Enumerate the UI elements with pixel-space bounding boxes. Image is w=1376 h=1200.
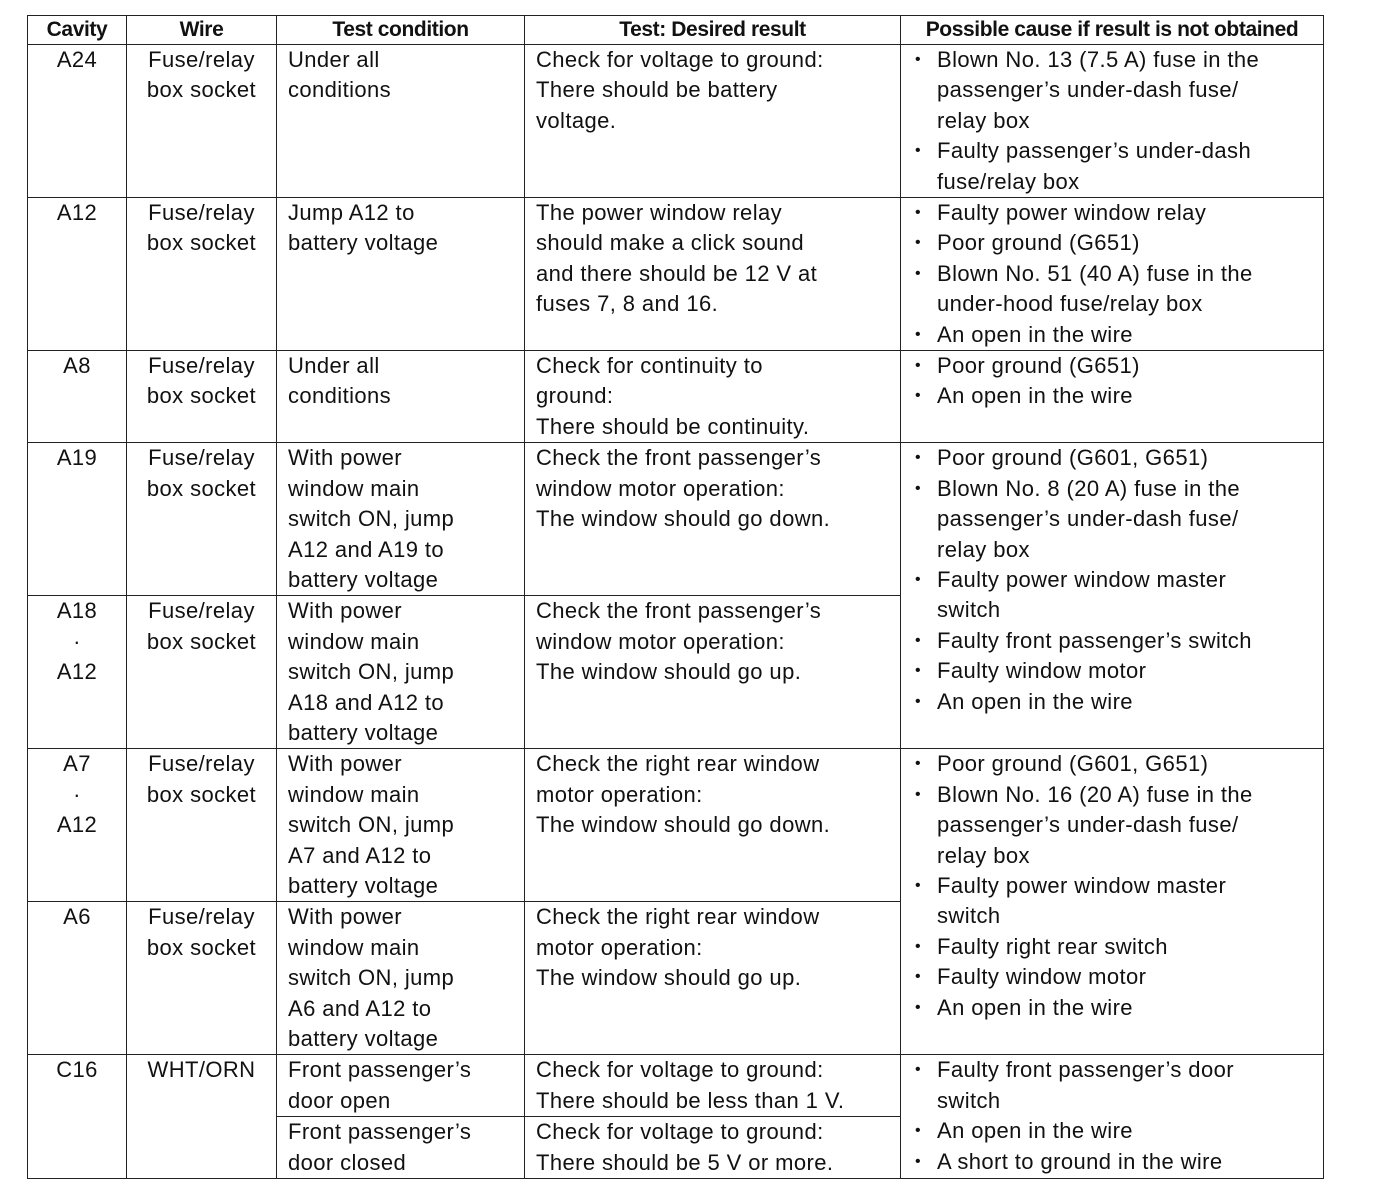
- possible-cause-cell: Blown No. 13 (7.5 A) fuse in the passeng…: [900, 43, 1324, 199]
- test-condition-cell: With power window main switch ON, jump A…: [276, 442, 525, 597]
- cause-item: Blown No. 13 (7.5 A) fuse in the passeng…: [911, 46, 1323, 137]
- cavity-cell: A24: [27, 43, 127, 199]
- possible-cause-cell: Poor ground (G651)An open in the wire: [900, 350, 1324, 444]
- table-row: A8 Fuse/relay box socket Under all conditi…: [27, 350, 1324, 444]
- desired-result-cell: Check for voltage to ground: There shoul…: [524, 43, 901, 199]
- cavity-cell: A8: [27, 350, 127, 444]
- test-condition-cell: Under all conditions: [276, 350, 525, 444]
- cause-item: An open in the wire: [911, 320, 1323, 350]
- cause-list: Poor ground (G651)An open in the wire: [911, 352, 1323, 413]
- wire-cell: Fuse/relay box socket: [126, 442, 277, 597]
- table-row: A7 · A12 Fuse/relay box socket With power …: [27, 748, 1324, 1056]
- test-condition-cell: Front passenger’s door open: [276, 1054, 525, 1118]
- troubleshooting-table: Cavity Wire Test condition Test: Desired…: [27, 15, 1324, 1180]
- cavity-cell: A12: [27, 197, 127, 352]
- desired-result-cell: Check the right rear window motor operat…: [524, 901, 901, 1056]
- header-wire: Wire: [126, 15, 277, 45]
- cause-item: Faulty passenger’s under-dash fuse/relay…: [911, 136, 1323, 196]
- cavity-cell: C16: [27, 1054, 127, 1180]
- header-row: Cavity Wire Test condition Test: Desired…: [27, 15, 1324, 45]
- cause-item: Faulty window motor: [911, 656, 1323, 687]
- header-test-condition: Test condition: [276, 15, 525, 45]
- cause-item: An open in the wire: [911, 993, 1323, 1024]
- cause-item: Faulty window motor: [911, 962, 1323, 993]
- table-row: C16 WHT/ORN Front passenger’s door open Che…: [27, 1054, 1324, 1180]
- cause-item: Poor ground (G651): [911, 228, 1323, 259]
- possible-cause-cell: Poor ground (G601, G651)Blown No. 16 (20…: [900, 748, 1324, 1056]
- table-row: A19 Fuse/relay box socket With power windo…: [27, 442, 1324, 750]
- cause-item: An open in the wire: [911, 1116, 1323, 1147]
- possible-cause-cell: Poor ground (G601, G651)Blown No. 8 (20 …: [900, 442, 1324, 750]
- test-condition-cell: With power window main switch ON, jump A…: [276, 901, 525, 1056]
- cause-item: An open in the wire: [911, 381, 1323, 412]
- test-condition-cell: Front passenger’s door closed: [276, 1116, 525, 1180]
- cause-item: Blown No. 16 (20 A) fuse in the passenge…: [911, 780, 1323, 871]
- test-condition-cell: With power window main switch ON, jump A…: [276, 748, 525, 903]
- table-subrow: Front passenger’s door closed Check for v…: [28, 1116, 1324, 1180]
- cause-item: Poor ground (G651): [911, 352, 1323, 382]
- desired-result-cell: The power window relay should make a cli…: [524, 197, 901, 352]
- wire-cell: Fuse/relay box socket: [126, 197, 277, 352]
- desired-result-cell: Check for voltage to ground: There shoul…: [524, 1054, 901, 1118]
- cause-item: Faulty front passenger’s door switch: [911, 1056, 1323, 1116]
- cause-list: Blown No. 13 (7.5 A) fuse in the passeng…: [911, 46, 1323, 197]
- cavity-cell: A7 · A12: [27, 748, 127, 903]
- test-condition-cell: Under all conditions: [276, 43, 525, 199]
- cause-list: Poor ground (G601, G651)Blown No. 16 (20…: [911, 750, 1323, 1024]
- cause-item: Poor ground (G601, G651): [911, 750, 1323, 780]
- cause-item: Blown No. 8 (20 A) fuse in the passenger…: [911, 474, 1323, 565]
- table-row: A18 · A12 Fuse/relay box socket With power…: [27, 595, 1324, 750]
- cause-item: Faulty right rear switch: [911, 932, 1323, 963]
- header-desired-result: Test: Desired result: [524, 15, 901, 45]
- desired-result-cell: Check for continuity to ground: There sh…: [524, 350, 901, 444]
- cause-list: Faulty power window relayPoor ground (G6…: [911, 199, 1323, 350]
- test-condition-cell: With power window main switch ON, jump A…: [276, 595, 525, 750]
- cause-item: Faulty power window relay: [911, 199, 1323, 229]
- desired-result-cell: Check for voltage to ground: There shoul…: [524, 1116, 901, 1180]
- wire-cell: Fuse/relay box socket: [126, 350, 277, 444]
- cause-item: Blown No. 51 (40 A) fuse in the under-ho…: [911, 259, 1323, 320]
- cause-list: Poor ground (G601, G651)Blown No. 8 (20 …: [911, 444, 1323, 718]
- header-cavity: Cavity: [27, 15, 127, 45]
- table-row: A12 Fuse/relay box socket Jump A12 to batt…: [27, 197, 1324, 352]
- cause-item: A short to ground in the wire: [911, 1147, 1323, 1178]
- table-row: A24 Fuse/relay box socket Under all condit…: [27, 43, 1324, 199]
- wire-cell: WHT/ORN: [126, 1054, 277, 1180]
- wire-cell: Fuse/relay box socket: [126, 901, 277, 1056]
- cavity-cell: A6: [27, 901, 127, 1056]
- desired-result-cell: Check the front passenger’s window motor…: [524, 442, 901, 597]
- wire-cell: Fuse/relay box socket: [126, 43, 277, 199]
- cavity-cell: A19: [27, 442, 127, 597]
- cavity-cell: A18 · A12: [27, 595, 127, 750]
- cause-item: Poor ground (G601, G651): [911, 444, 1323, 474]
- header-possible-cause: Possible cause if result is not obtained: [900, 15, 1324, 45]
- possible-cause-cell: Faulty power window relayPoor ground (G6…: [900, 197, 1324, 352]
- cause-item: Faulty front passenger’s switch: [911, 626, 1323, 657]
- cause-item: Faulty power window master switch: [911, 871, 1323, 932]
- cause-item: An open in the wire: [911, 687, 1323, 718]
- possible-cause-cell: Faulty front passenger’s door switchAn o…: [900, 1054, 1324, 1180]
- cause-item: Faulty power window master switch: [911, 565, 1323, 626]
- desired-result-cell: Check the right rear window motor operat…: [524, 748, 901, 903]
- wire-cell: Fuse/relay box socket: [126, 748, 277, 903]
- desired-result-cell: Check the front passenger’s window motor…: [524, 595, 901, 750]
- table-row: A6 Fuse/relay box socket With power window…: [27, 901, 1324, 1056]
- test-condition-cell: Jump A12 to battery voltage: [276, 197, 525, 352]
- cause-list: Faulty front passenger’s door switchAn o…: [911, 1056, 1323, 1178]
- wire-cell: Fuse/relay box socket: [126, 595, 277, 750]
